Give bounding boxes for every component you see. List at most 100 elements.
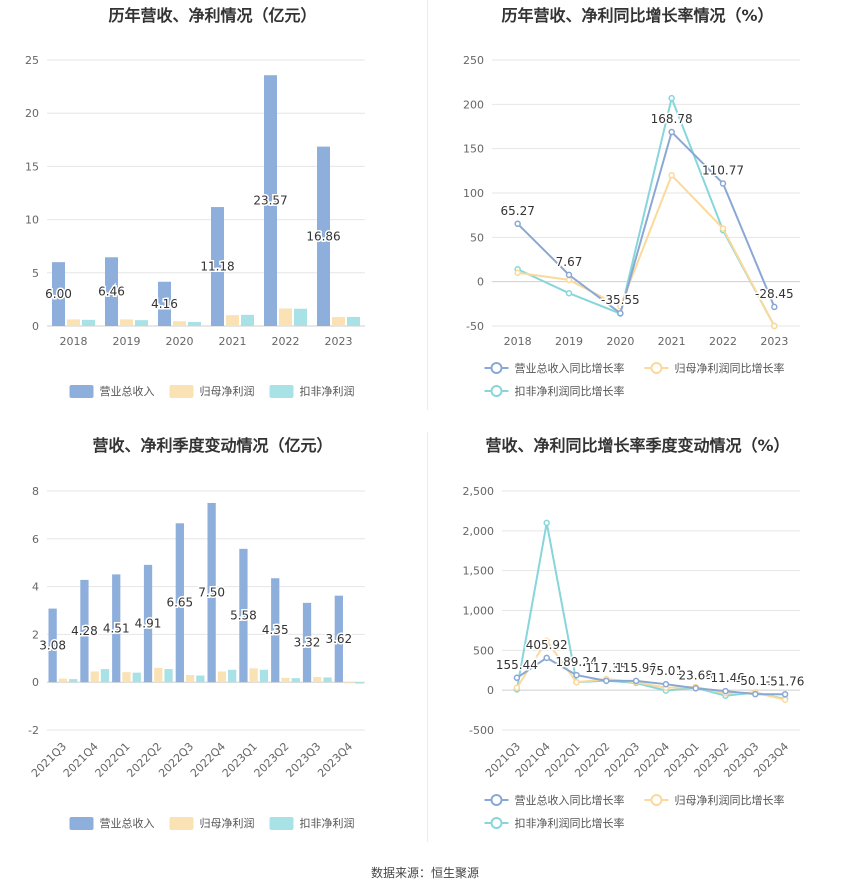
bar-revenue — [271, 578, 280, 683]
bar-revenue — [334, 595, 343, 683]
legend-swatch — [269, 385, 294, 398]
data-label: 6.00 — [45, 287, 72, 301]
y-tick-label: 100 — [463, 187, 484, 200]
quarterly-growth-rate-svg: 营收、净利同比增长率季度变动情况（%） -500 0 500 1,000 1,500 2,0… — [463, 436, 806, 830]
legend-swatch — [169, 385, 194, 398]
bar-revenue — [317, 146, 330, 326]
point-revenue-growth — [543, 654, 550, 662]
point-revenue-growth — [603, 677, 610, 685]
data-label: 7.50 — [198, 586, 225, 600]
y-tick-label: 1,500 — [463, 565, 495, 578]
y-tick-label: 20 — [25, 107, 39, 120]
data-label: 4.91 — [135, 617, 162, 631]
point-net-profit-growth — [565, 276, 573, 284]
chart-title: 历年营收、净利情况（亿元） — [108, 6, 316, 25]
legend-marker — [490, 817, 503, 829]
y-tick-label: 10 — [25, 214, 39, 227]
x-tick-label: 2022 — [709, 335, 737, 348]
point-revenue-growth — [781, 691, 789, 698]
bar-deducted-profit — [135, 320, 148, 326]
x-tick-label: 2022 — [272, 335, 300, 348]
legend-marker — [490, 385, 503, 397]
data-label: 6.65 — [166, 596, 193, 610]
data-label: 7.67 — [556, 255, 583, 269]
x-tick-label: 2020 — [606, 335, 634, 348]
bar-deducted-profit — [323, 677, 332, 683]
chart-title: 历年营收、净利同比增长率情况（%） — [501, 6, 773, 25]
data-label: 11.18 — [200, 260, 234, 274]
data-label: 155.44 — [496, 658, 538, 672]
line-revenue-growth — [516, 130, 776, 315]
bar-net-profit — [313, 676, 322, 683]
y-tick-label: 4 — [32, 581, 39, 594]
data-label: 3.08 — [39, 638, 66, 652]
data-label: -35.55 — [601, 293, 640, 307]
y-tick-label: 2 — [32, 628, 39, 641]
y-tick-label: 15 — [25, 160, 39, 173]
bar-deducted-profit — [241, 314, 254, 326]
point-net-profit-growth — [771, 322, 778, 330]
data-source-note: 数据来源：恒生聚源 — [370, 866, 479, 880]
data-label: 189.24 — [556, 655, 598, 669]
bar-deducted-profit — [82, 319, 95, 326]
x-tick-label: 2019 — [113, 335, 141, 348]
divider-vertical-bottom — [427, 432, 428, 842]
y-tick-label: 5 — [32, 267, 39, 280]
data-label: 23.57 — [253, 194, 287, 208]
bar-net-profit — [90, 671, 99, 683]
bar-deducted-profit — [196, 675, 205, 683]
bar-deducted-profit — [347, 316, 360, 326]
x-tick-label: 2021 — [658, 335, 686, 348]
point-net-profit-growth — [668, 172, 675, 179]
bar-net-profit — [67, 319, 80, 326]
y-tick-label: 2,500 — [463, 485, 495, 498]
annual-revenue-profit-svg: 历年营收、净利情况（亿元） 0 5 10 15 20 25 2018 2019 2020 2021 2… — [25, 6, 365, 398]
data-label: 4.28 — [71, 624, 98, 638]
quarterly-revenue-profit-chart: 营收、净利季度变动情况（亿元） -2 0 2 4 6 8 2021Q3 2021Q4 2022Q1… — [0, 425, 425, 855]
y-tick-label: 500 — [473, 644, 494, 657]
point-deducted-profit-growth — [565, 289, 573, 297]
data-label: 405.92 — [526, 638, 568, 652]
point-net-profit-growth — [543, 637, 550, 645]
bar-revenue — [143, 564, 153, 683]
y-tick-label: 8 — [32, 485, 39, 498]
data-label: 3.62 — [325, 632, 352, 646]
legend-label: 扣非净利润同比增长率 — [515, 384, 625, 398]
bar-deducted-profit — [164, 669, 173, 683]
point-revenue-growth — [514, 220, 521, 228]
chart-title: 营收、净利同比增长率季度变动情况（%） — [485, 436, 789, 455]
data-label: 75.01 — [649, 664, 683, 678]
data-label: 117.35 — [585, 661, 627, 675]
bar-revenue — [239, 548, 248, 683]
annual-growth-rate-svg: 历年营收、净利同比增长率情况（%） -50 0 50 100 150 200 250 2018 2… — [463, 6, 800, 398]
divider-vertical-top — [427, 0, 428, 410]
point-revenue-growth — [632, 677, 640, 685]
y-tick-label: 150 — [463, 143, 484, 156]
legend-swatch — [269, 817, 294, 830]
point-net-profit-growth — [781, 696, 789, 703]
data-label: 23.68 — [679, 668, 713, 682]
point-net-profit-growth — [514, 269, 521, 277]
bar-net-profit — [154, 667, 163, 683]
data-label: 6.46 — [98, 285, 125, 299]
point-revenue-growth — [668, 128, 675, 136]
point-net-profit-growth — [573, 678, 580, 686]
bar-revenue — [302, 602, 312, 683]
legend-label: 营业总收入 — [100, 816, 155, 830]
bar-net-profit — [173, 321, 186, 326]
bar-revenue — [264, 75, 277, 326]
bar-deducted-profit — [259, 669, 269, 683]
point-revenue-growth — [692, 685, 699, 692]
legend-marker — [490, 794, 503, 806]
point-revenue-growth — [752, 690, 759, 698]
data-label: -11.46 — [706, 671, 745, 685]
point-revenue-growth — [771, 303, 778, 311]
point-deducted-profit-growth — [668, 94, 675, 102]
data-label: 65.27 — [500, 204, 534, 218]
bar-revenue — [175, 523, 184, 683]
bar-revenue — [112, 574, 121, 683]
point-revenue-growth — [513, 674, 521, 682]
data-label: -51.76 — [766, 674, 805, 688]
bar-revenue — [211, 207, 224, 326]
legend-label: 归母净利润 — [200, 384, 255, 398]
